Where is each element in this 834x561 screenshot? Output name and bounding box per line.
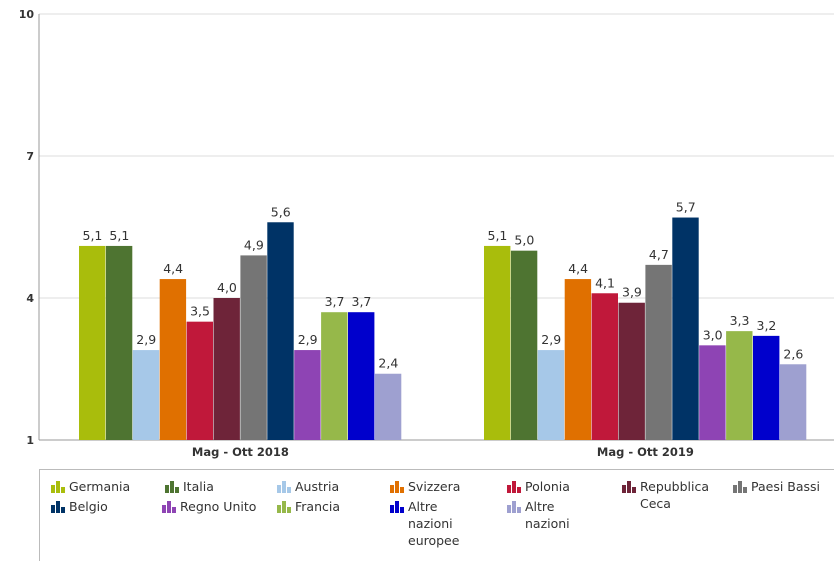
legend-swatch-altre-nazioni-europee bbox=[390, 501, 404, 513]
data-label: 5,0 bbox=[514, 233, 534, 248]
bar[interactable] bbox=[213, 298, 240, 440]
data-label: 2,9 bbox=[298, 332, 318, 347]
data-label: 2,9 bbox=[136, 332, 156, 347]
legend-label-repubblica-ceca: Repubblica Ceca bbox=[640, 479, 710, 511]
legend-swatch-austria bbox=[277, 481, 291, 493]
data-label: 5,1 bbox=[83, 228, 103, 243]
bar[interactable] bbox=[186, 321, 213, 440]
legend-label-belgio: Belgio bbox=[69, 499, 108, 514]
bar[interactable] bbox=[105, 245, 133, 440]
legend-swatch-italia bbox=[165, 481, 179, 493]
data-label: 4,0 bbox=[217, 280, 237, 295]
bar[interactable] bbox=[591, 293, 618, 440]
data-label: 5,1 bbox=[488, 228, 508, 243]
legend: Germania Italia Austria Svizzera Polonia… bbox=[39, 469, 834, 561]
legend-swatch-repubblica-ceca bbox=[622, 481, 636, 493]
data-label: 5,6 bbox=[271, 204, 291, 219]
legend-swatch-altre-nazioni bbox=[507, 501, 521, 513]
bar[interactable] bbox=[321, 312, 348, 440]
bar[interactable] bbox=[267, 222, 294, 440]
y-tick-label: 4 bbox=[26, 292, 34, 305]
data-label: 4,9 bbox=[244, 237, 264, 252]
data-label: 3,3 bbox=[730, 313, 750, 328]
legend-label-regno-unito: Regno Unito bbox=[180, 499, 257, 514]
legend-label-polonia: Polonia bbox=[525, 479, 570, 494]
data-label: 3,7 bbox=[325, 294, 345, 309]
legend-swatch-francia bbox=[277, 501, 291, 513]
bar[interactable] bbox=[132, 350, 160, 440]
bar[interactable] bbox=[753, 335, 780, 440]
x-tick-label: Mag - Ott 2019 bbox=[597, 445, 694, 459]
legend-swatch-germania bbox=[51, 481, 65, 493]
bar[interactable] bbox=[537, 350, 565, 440]
bar[interactable] bbox=[779, 364, 807, 440]
legend-label-italia: Italia bbox=[183, 479, 214, 494]
bar[interactable] bbox=[726, 331, 753, 440]
x-tick-label: Mag - Ott 2018 bbox=[192, 445, 289, 459]
data-label: 2,4 bbox=[378, 356, 398, 371]
bar[interactable] bbox=[240, 255, 267, 440]
y-tick-label: 1 bbox=[26, 434, 34, 447]
bar[interactable] bbox=[348, 312, 375, 440]
data-label: 3,2 bbox=[757, 318, 777, 333]
bar[interactable] bbox=[294, 350, 321, 440]
bar-chart: 1 4 7 10 5,1 5,1 2,9 4,4 3,5 4,0 4,9 5,6 2,9 3,7 3,7 2,… bbox=[19, 8, 834, 459]
legend-swatch-belgio bbox=[51, 501, 65, 513]
data-label: 2,6 bbox=[783, 346, 803, 361]
data-label: 3,7 bbox=[352, 294, 372, 309]
data-label: 4,4 bbox=[568, 261, 588, 276]
data-label: 2,9 bbox=[541, 332, 561, 347]
bar[interactable] bbox=[374, 373, 402, 440]
data-label: 5,1 bbox=[109, 228, 129, 243]
legend-swatch-svizzera bbox=[390, 481, 404, 493]
legend-swatch-regno-unito bbox=[162, 501, 176, 513]
legend-label-altre-nazioni: Altre nazioni bbox=[525, 499, 570, 531]
bar[interactable] bbox=[79, 245, 106, 440]
data-label: 3,9 bbox=[622, 285, 642, 300]
legend-label-germania: Germania bbox=[69, 479, 131, 494]
data-label: 4,1 bbox=[595, 275, 615, 290]
legend-label-paesi-bassi: Paesi Bassi bbox=[751, 479, 821, 494]
y-tick-label: 10 bbox=[19, 8, 35, 21]
bar[interactable] bbox=[699, 345, 726, 440]
legend-label-francia: Francia bbox=[295, 499, 341, 514]
legend-label-altre-nazioni-europee: Altre nazioni europee bbox=[408, 499, 460, 548]
legend-swatch-polonia bbox=[507, 481, 521, 493]
legend-swatch-paesi-bassi bbox=[733, 481, 747, 493]
data-label: 3,5 bbox=[190, 304, 210, 319]
data-label: 4,4 bbox=[163, 261, 183, 276]
legend-label-austria: Austria bbox=[295, 479, 340, 494]
bar[interactable] bbox=[159, 279, 187, 440]
data-label: 3,0 bbox=[703, 327, 723, 342]
legend-label-svizzera: Svizzera bbox=[408, 479, 461, 494]
bar[interactable] bbox=[510, 250, 538, 440]
data-label: 5,7 bbox=[676, 200, 696, 215]
bar[interactable] bbox=[645, 264, 672, 440]
bar[interactable] bbox=[484, 245, 511, 440]
bar[interactable] bbox=[672, 217, 699, 440]
bar[interactable] bbox=[618, 302, 645, 440]
data-label: 4,7 bbox=[649, 247, 669, 262]
bar[interactable] bbox=[564, 279, 592, 440]
y-tick-label: 7 bbox=[26, 150, 34, 163]
